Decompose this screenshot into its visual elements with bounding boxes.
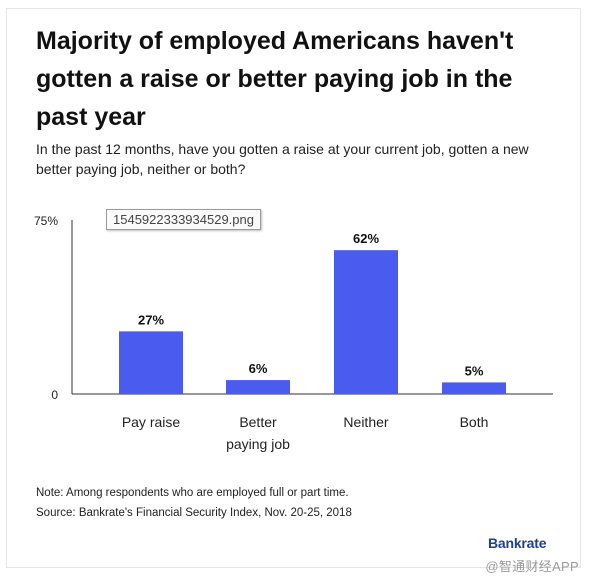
chart-source: Source: Bankrate's Financial Security In… xyxy=(36,507,352,519)
bar xyxy=(334,250,398,394)
chart-subtitle: In the past 12 months, have you gotten a… xyxy=(36,141,529,177)
x-tick-label: Pay raise xyxy=(122,414,181,430)
bar xyxy=(226,380,290,394)
watermark-text: @智通财经APP xyxy=(485,559,579,574)
y-tick-label: 75% xyxy=(34,214,58,228)
image-filename-tooltip: 1545922333934529.png xyxy=(106,209,261,230)
bar xyxy=(119,331,183,394)
bar xyxy=(442,382,506,394)
bar-data-label: 27% xyxy=(138,312,164,327)
bar-data-label: 62% xyxy=(353,231,379,246)
bar-data-label: 5% xyxy=(465,363,484,378)
bankrate-logo: Bankrate xyxy=(488,535,547,551)
y-tick-label: 0 xyxy=(51,388,58,402)
x-tick-label: paying job xyxy=(226,436,290,452)
bar-chart: 0 75% 27% Pay raise 6% Better paying job 62% Nei… xyxy=(34,214,553,452)
x-tick-label: Both xyxy=(460,414,489,430)
chart-card xyxy=(6,8,581,568)
x-tick-label: Neither xyxy=(343,414,388,430)
bar-data-label: 6% xyxy=(249,361,268,376)
chart-note: Note: Among respondents who are employed… xyxy=(36,487,349,499)
chart-title: Majority of employed Americans haven't g… xyxy=(36,27,514,131)
x-tick-label: Better xyxy=(239,414,277,430)
